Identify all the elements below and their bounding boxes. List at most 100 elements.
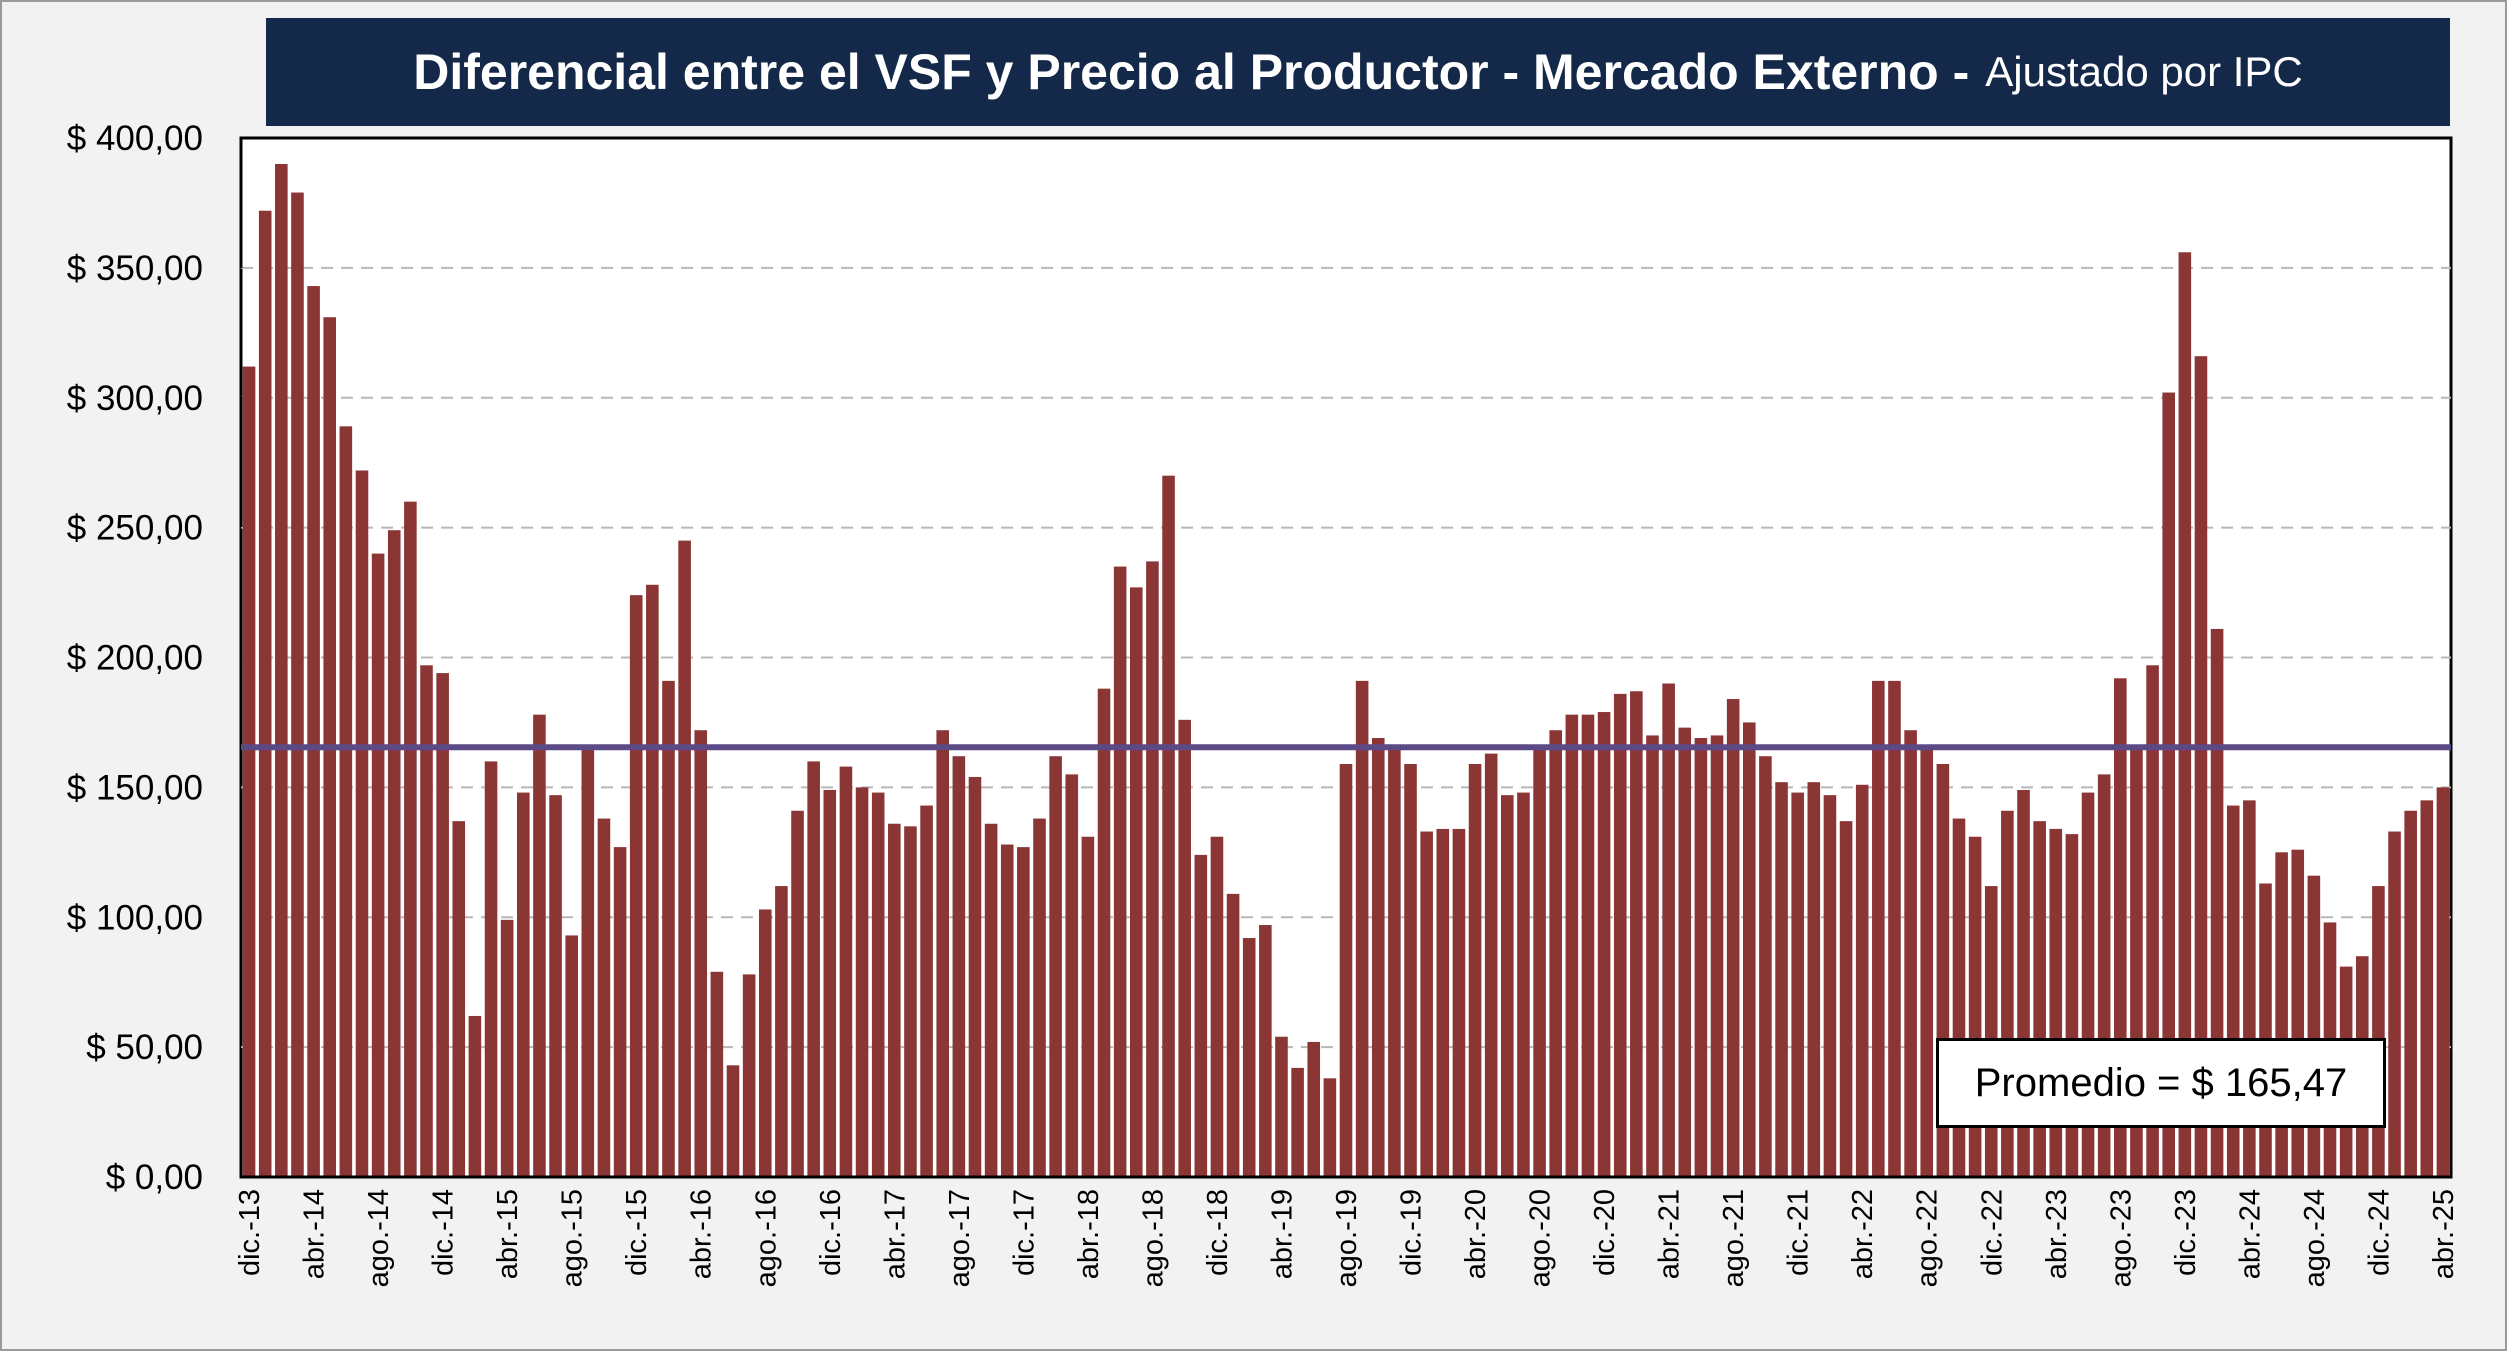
bar — [242, 366, 256, 1178]
bar — [2388, 831, 2401, 1177]
bar — [565, 935, 578, 1177]
x-tick-label: abr.-25 — [2428, 1189, 2460, 1279]
bar — [2420, 800, 2434, 1177]
bar — [1549, 730, 1562, 1177]
x-tick-label: dic.-15 — [621, 1189, 653, 1276]
x-tick-label: abr.-19 — [1266, 1189, 1298, 1279]
bar — [355, 470, 369, 1178]
bar — [1259, 925, 1272, 1177]
bar — [1113, 566, 1127, 1177]
x-tick-label: dic.-22 — [1976, 1189, 2008, 1276]
bar — [758, 909, 772, 1177]
bar — [888, 823, 901, 1177]
y-tick-label: $ 350,00 — [67, 249, 203, 288]
bar — [420, 665, 433, 1177]
bar — [823, 789, 837, 1177]
bar — [517, 792, 530, 1177]
bar — [904, 826, 917, 1177]
bar — [1694, 738, 1708, 1177]
bar — [1388, 745, 1401, 1177]
bar — [1775, 782, 1788, 1177]
bar — [1984, 886, 1998, 1177]
bar — [1097, 688, 1111, 1177]
bar — [1130, 587, 1143, 1177]
bar — [1533, 745, 1546, 1177]
bar — [855, 787, 869, 1178]
x-tick-label: abr.-16 — [686, 1189, 718, 1279]
bar — [1146, 561, 1159, 1177]
x-tick-label: ago.-19 — [1331, 1189, 1363, 1287]
axes — [239, 138, 2451, 1179]
bar — [710, 971, 724, 1177]
bar — [468, 1015, 482, 1177]
bar — [952, 756, 966, 1177]
bar — [871, 792, 885, 1177]
bar — [533, 714, 546, 1177]
y-tick-label: $ 150,00 — [67, 768, 203, 807]
x-tick-label: ago.-14 — [363, 1189, 395, 1287]
bar — [1920, 748, 1934, 1177]
bar — [1807, 782, 1821, 1177]
bar — [1017, 847, 1030, 1177]
bar — [1597, 712, 1611, 1177]
bar — [807, 761, 820, 1177]
bar — [1855, 784, 1869, 1177]
bar — [1484, 753, 1498, 1177]
bar — [1759, 756, 1772, 1177]
x-tick-label: dic.-20 — [1589, 1189, 1621, 1276]
bar — [1678, 727, 1692, 1177]
x-tick-label: dic.-13 — [234, 1189, 266, 1276]
x-tick-label: abr.-17 — [879, 1189, 911, 1279]
bars — [242, 163, 2450, 1178]
bar — [1307, 1041, 1321, 1177]
bar — [968, 776, 982, 1177]
bar — [662, 680, 675, 1177]
bar — [1355, 680, 1369, 1177]
x-tick-label: ago.-18 — [1137, 1189, 1169, 1287]
bar — [1468, 764, 1482, 1177]
bar — [984, 823, 998, 1177]
bar — [2404, 810, 2417, 1177]
bar — [775, 886, 788, 1177]
bar — [1565, 714, 1579, 1177]
x-tick-label: ago.-20 — [1525, 1189, 1557, 1287]
bar — [500, 919, 514, 1177]
bar — [484, 761, 498, 1177]
bar — [1371, 738, 1385, 1177]
bar — [1726, 699, 1740, 1177]
average-label-box: Promedio = $ 165,47 — [1936, 1038, 2386, 1128]
bar — [307, 286, 320, 1177]
chart-title: Diferencial entre el VSF y Precio al Pro… — [413, 44, 1970, 100]
y-tick-label: $ 300,00 — [67, 379, 203, 418]
x-tick-label: ago.-22 — [1912, 1189, 1944, 1287]
x-tick-label: dic.-23 — [2170, 1189, 2202, 1276]
bar — [2275, 852, 2288, 1177]
bar — [1049, 756, 1062, 1177]
bar — [629, 595, 643, 1177]
x-tick-label: abr.-15 — [492, 1189, 524, 1279]
y-tick-label: $ 100,00 — [67, 898, 203, 937]
bar — [2194, 356, 2208, 1177]
y-tick-label: $ 400,00 — [67, 119, 203, 158]
bar — [2436, 787, 2450, 1178]
x-tick-label: dic.-16 — [815, 1189, 847, 1276]
bar — [1646, 735, 1659, 1177]
bar — [678, 540, 691, 1177]
x-tick-label: abr.-21 — [1654, 1189, 1686, 1279]
bar — [581, 748, 595, 1177]
x-tick-label: abr.-18 — [1073, 1189, 1105, 1279]
bar — [1904, 730, 1917, 1177]
bar — [613, 847, 627, 1177]
bar — [1291, 1067, 1304, 1177]
y-tick-label: $ 50,00 — [86, 1028, 203, 1067]
bar — [275, 163, 288, 1178]
y-tick-labels: $ 0,00 $ 50,00 $ 100,00 $ 150,00 $ 200,00 $ 2… — [67, 119, 203, 1197]
x-tick-label: ago.-16 — [750, 1189, 782, 1287]
bar — [1081, 836, 1095, 1177]
bar — [291, 192, 304, 1178]
bar — [1791, 792, 1804, 1177]
bar — [371, 553, 385, 1177]
chart-subtitle: Ajustado por IPC — [1985, 48, 2303, 95]
bar — [726, 1065, 740, 1177]
